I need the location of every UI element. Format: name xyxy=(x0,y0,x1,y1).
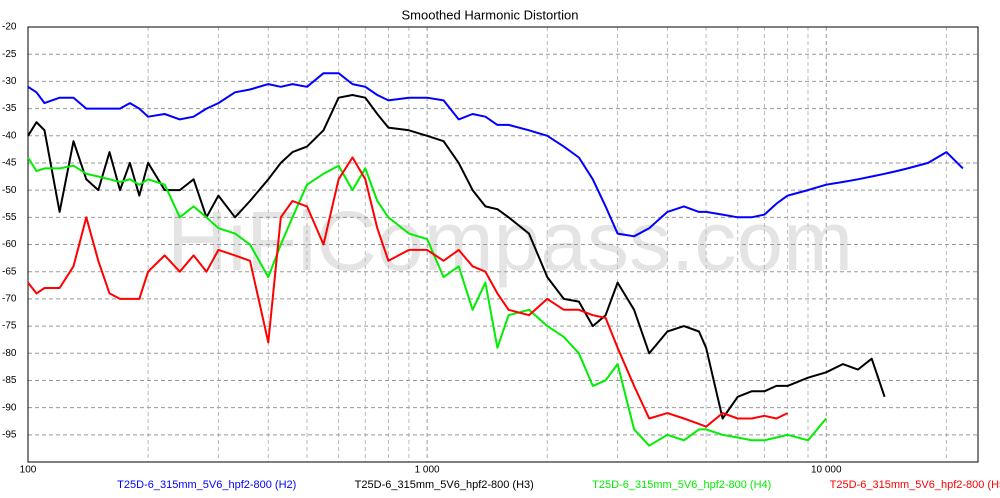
legend-label: T25D-6_315mm_5V6_hpf2-800 (H5) xyxy=(830,479,1000,491)
x-tick-label: 100 xyxy=(20,465,37,476)
y-tick-label: -60 xyxy=(2,239,17,250)
series-line xyxy=(27,72,964,238)
x-tick-label: 1 000 xyxy=(415,465,440,476)
y-tick-label: -95 xyxy=(2,429,17,440)
plot-border xyxy=(27,26,979,463)
legend-label: T25D-6_315mm_5V6_hpf2-800 (H4) xyxy=(592,479,771,491)
y-tick-label: -40 xyxy=(2,130,17,141)
x-tick-label: 10 000 xyxy=(811,465,842,476)
legend-label: T25D-6_315mm_5V6_hpf2-800 (H2) xyxy=(117,479,296,491)
y-tick-label: -55 xyxy=(2,212,17,223)
y-tick-label: -85 xyxy=(2,375,17,386)
y-tick-label: -30 xyxy=(2,76,17,87)
y-tick-label: -20 xyxy=(2,22,17,33)
y-tick-label: -25 xyxy=(2,49,17,60)
y-tick-label: -75 xyxy=(2,321,17,332)
legend-label: T25D-6_315mm_5V6_hpf2-800 (H3) xyxy=(355,479,534,491)
series-line xyxy=(27,156,789,428)
chart-title: Smoothed Harmonic Distortion xyxy=(401,7,578,22)
y-tick-label: -45 xyxy=(2,158,17,169)
y-tick-label: -80 xyxy=(2,348,17,359)
y-tick-label: -70 xyxy=(2,294,17,305)
series-line xyxy=(27,156,827,447)
y-tick-label: -65 xyxy=(2,266,17,277)
y-tick-label: -35 xyxy=(2,103,17,114)
series-line xyxy=(27,94,886,420)
y-tick-label: -90 xyxy=(2,402,17,413)
y-tick-label: -50 xyxy=(2,185,17,196)
